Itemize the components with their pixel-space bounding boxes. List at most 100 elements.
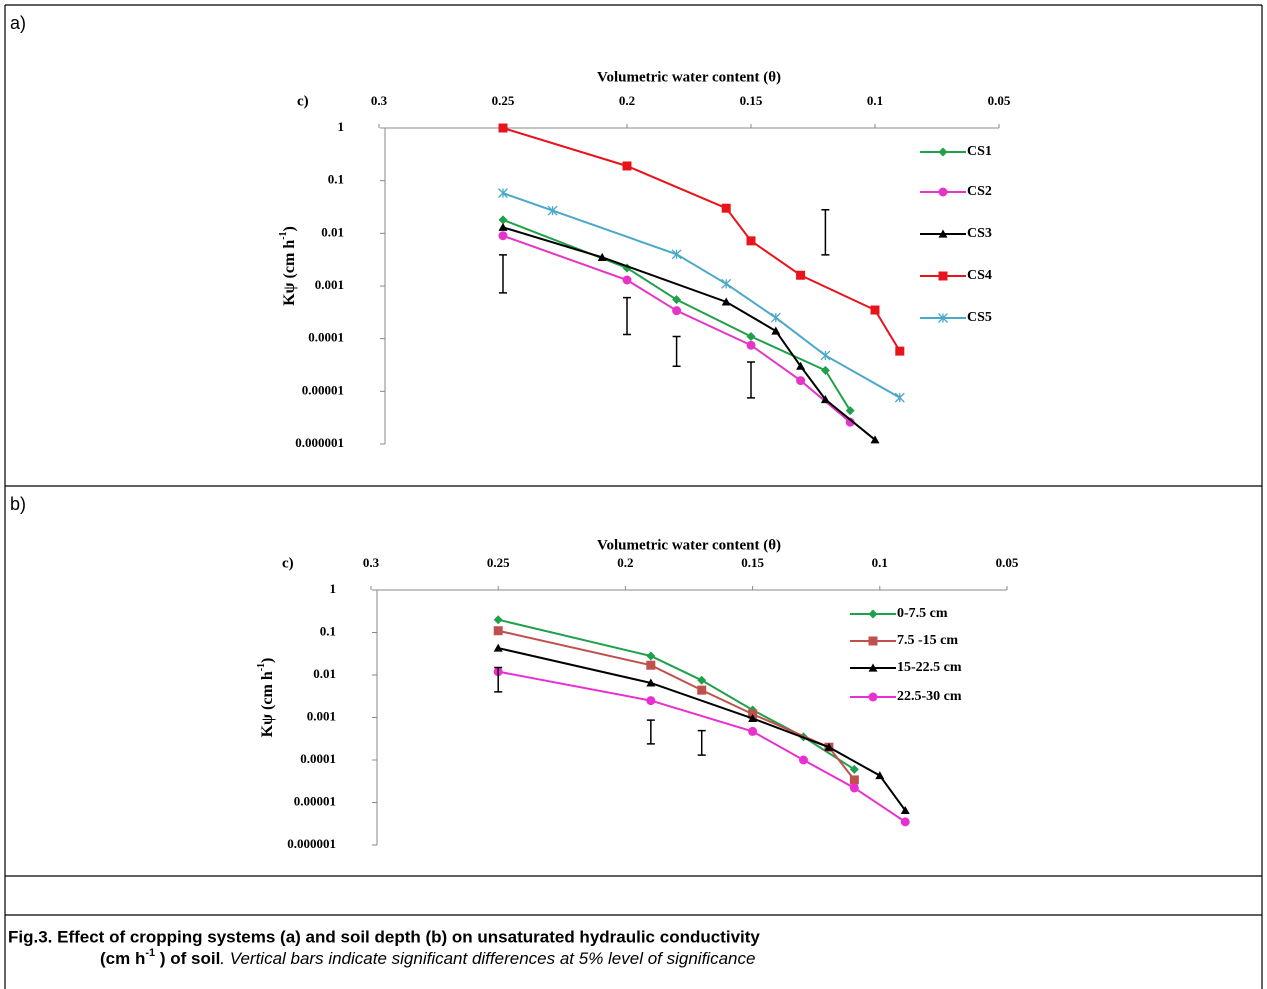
series-line bbox=[497, 618, 855, 771]
marker bbox=[547, 205, 558, 216]
marker bbox=[498, 188, 508, 199]
marker bbox=[796, 361, 806, 370]
marker bbox=[820, 365, 830, 375]
marker bbox=[746, 331, 756, 341]
caption-line: (cm h-1 ) of soil. Vertical bars indicat… bbox=[100, 947, 755, 969]
marker bbox=[622, 275, 632, 285]
legend-label: 15-22.5 cm bbox=[897, 660, 962, 675]
y-tick-label: 0.00001 bbox=[302, 382, 344, 397]
marker bbox=[721, 297, 731, 306]
marker bbox=[849, 764, 859, 774]
x-axis-title: Volumetric water content (θ) bbox=[597, 537, 781, 553]
marker bbox=[770, 312, 781, 323]
x-tick-label: 0.1 bbox=[867, 93, 883, 108]
marker bbox=[498, 215, 508, 225]
marker bbox=[900, 805, 910, 815]
marker bbox=[498, 123, 508, 133]
marker bbox=[493, 626, 503, 636]
y-tick-label: 0.01 bbox=[313, 666, 336, 681]
y-tick-label: 0.1 bbox=[320, 623, 336, 638]
x-tick-label: 0.25 bbox=[492, 93, 515, 108]
marker bbox=[868, 692, 878, 702]
error-bar bbox=[821, 209, 830, 256]
y-title-main: Kψ (cm h bbox=[281, 240, 298, 306]
series-line bbox=[502, 226, 876, 441]
marker bbox=[820, 394, 830, 404]
series-line bbox=[502, 234, 851, 423]
marker bbox=[938, 229, 948, 238]
series-line bbox=[498, 670, 906, 823]
marker bbox=[746, 340, 756, 350]
marker bbox=[868, 663, 878, 672]
x-tick-label: 0.15 bbox=[740, 93, 763, 108]
error-bar bbox=[697, 729, 706, 756]
marker bbox=[824, 742, 834, 751]
panel-tag: c) bbox=[282, 555, 294, 571]
y-tick-label: 0.000001 bbox=[287, 836, 336, 851]
x-tick-label: 0.3 bbox=[363, 555, 380, 570]
series-line bbox=[502, 127, 901, 352]
marker bbox=[493, 643, 503, 652]
marker bbox=[868, 609, 878, 619]
marker bbox=[622, 161, 632, 171]
error-bar bbox=[672, 335, 681, 367]
marker bbox=[938, 271, 948, 281]
marker bbox=[868, 636, 878, 646]
marker bbox=[646, 660, 656, 670]
marker bbox=[646, 678, 656, 687]
panel-label: b) bbox=[10, 494, 26, 514]
x-tick-label: 0.2 bbox=[619, 93, 635, 108]
x-tick-label: 0.2 bbox=[617, 555, 633, 570]
marker bbox=[721, 203, 731, 213]
marker bbox=[849, 783, 859, 793]
y-tick-label: 1 bbox=[330, 581, 337, 596]
x-tick-label: 0.3 bbox=[371, 93, 388, 108]
series-line bbox=[497, 629, 856, 781]
panel-tag: c) bbox=[297, 93, 309, 109]
marker bbox=[771, 326, 781, 335]
x-axis-title: Volumetric water content (θ) bbox=[597, 69, 781, 85]
y-tick-label: 0.0001 bbox=[300, 751, 336, 766]
marker bbox=[900, 817, 910, 827]
y-tick-label: 1 bbox=[338, 119, 345, 134]
marker bbox=[646, 651, 656, 661]
marker bbox=[796, 270, 806, 280]
caption-unit-end: ) of soil bbox=[155, 949, 220, 968]
error-bar bbox=[499, 254, 507, 294]
marker bbox=[895, 346, 905, 356]
marker bbox=[870, 305, 880, 315]
marker bbox=[875, 771, 885, 780]
legend-label: CS1 bbox=[967, 144, 992, 159]
marker bbox=[938, 187, 948, 197]
marker bbox=[849, 775, 859, 785]
marker bbox=[498, 231, 508, 241]
y-tick-label: 0.01 bbox=[321, 224, 344, 239]
error-bar bbox=[494, 666, 503, 693]
marker bbox=[721, 278, 732, 289]
marker bbox=[672, 306, 682, 316]
error-bar bbox=[646, 719, 655, 745]
y-title-sup: -1 bbox=[278, 231, 289, 239]
panel-label: a) bbox=[10, 13, 26, 33]
x-tick-label: 0.05 bbox=[988, 93, 1011, 108]
x-tick-label: 0.25 bbox=[487, 555, 510, 570]
series-line bbox=[497, 647, 907, 812]
caption-title: Fig.3. Effect of cropping systems (a) an… bbox=[8, 927, 760, 946]
marker bbox=[938, 313, 948, 323]
caption-note: . Vertical bars indicate significant dif… bbox=[220, 949, 755, 968]
y-tick-label: 0.001 bbox=[315, 277, 344, 292]
y-tick-label: 0.000001 bbox=[295, 435, 344, 450]
y-tick-label: 0.0001 bbox=[308, 330, 344, 345]
marker bbox=[820, 350, 831, 361]
y-title-sup: -1 bbox=[256, 663, 267, 671]
y-title-end: ) bbox=[259, 658, 276, 663]
y-tick-label: 0.00001 bbox=[294, 793, 336, 808]
caption-unit: (cm h bbox=[100, 949, 145, 968]
x-tick-label: 0.05 bbox=[996, 555, 1019, 570]
error-bar bbox=[747, 361, 755, 399]
legend-label: CS2 bbox=[967, 184, 992, 199]
y-title-main: Kψ (cm h bbox=[259, 671, 276, 737]
legend-label: 0-7.5 cm bbox=[897, 606, 948, 621]
legend-label: CS4 bbox=[967, 268, 992, 283]
